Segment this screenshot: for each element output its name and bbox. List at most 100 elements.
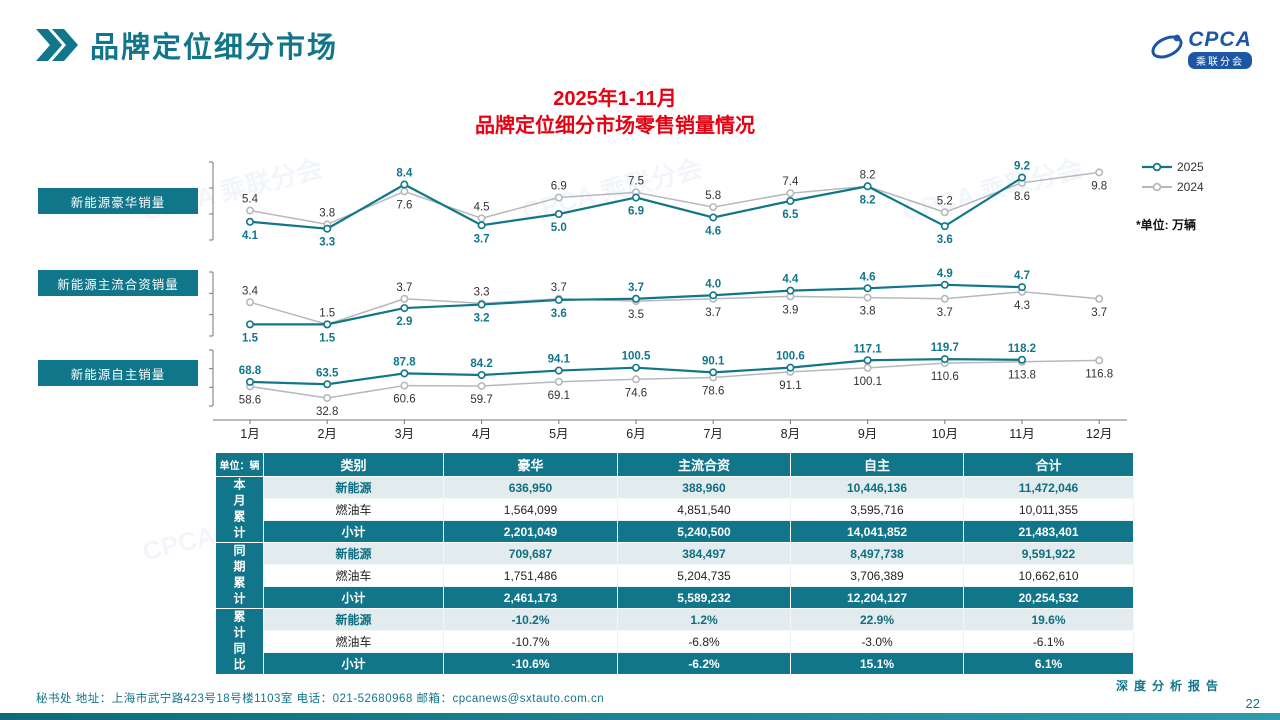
table-cell: 19.6%	[963, 608, 1134, 631]
table-cell: 6.1%	[963, 652, 1134, 675]
data-label: 3.6	[551, 308, 567, 320]
data-label: 74.6	[625, 387, 647, 399]
data-point	[554, 193, 563, 202]
series-line-2024	[249, 359, 1100, 399]
table-cell: 小计	[263, 586, 444, 609]
data-label: 3.7	[937, 307, 953, 319]
data-label: 3.5	[628, 309, 644, 321]
data-point	[709, 203, 718, 212]
row-group-label: 累计同比	[215, 608, 264, 675]
table-cell: 1.2%	[617, 608, 791, 631]
table-row: 小计 -10.6% -6.2% 15.1% 6.1%	[216, 652, 1134, 675]
x-axis-label: 5月	[549, 427, 568, 441]
x-axis-label: 4月	[472, 427, 491, 441]
data-label: 4.1	[242, 230, 259, 242]
legend-item-2024: 2024	[1142, 180, 1204, 194]
data-point	[400, 304, 409, 313]
table-row: 本月累计 新能源 636,950 388,960 10,446,136 11,472,04…	[215, 476, 1134, 543]
data-point	[631, 294, 640, 303]
x-axis-label: 2月	[317, 427, 336, 441]
table-cell: 新能源	[263, 476, 444, 499]
data-label: 68.8	[239, 365, 262, 377]
data-label: 69.1	[548, 390, 570, 402]
legend-item-2025: 2025	[1142, 160, 1204, 174]
table-row: 小计 2,461,173 5,589,232 12,204,127 20,254,532	[216, 586, 1134, 609]
data-point	[863, 363, 872, 372]
data-point	[400, 369, 409, 378]
table-cell: 636,950	[443, 476, 618, 499]
data-point	[554, 366, 563, 375]
x-axis-label: 11月	[1009, 427, 1034, 441]
table-cell: 10,662,610	[963, 564, 1134, 587]
data-point	[863, 356, 872, 365]
table-row: 燃油车 1,751,486 5,204,735 3,706,389 10,662,610	[216, 564, 1134, 587]
table-cell: 14,041,852	[790, 520, 964, 543]
summary-table: 单位：辆 类别 豪华 主流合资 自主 合计 本月累计 新能源 636,950 388,960 10,…	[215, 452, 1134, 675]
data-point	[940, 208, 949, 217]
series-line-2024	[249, 171, 1100, 226]
data-label: 4.4	[782, 274, 799, 286]
data-label: 3.7	[1091, 307, 1107, 319]
data-label: 3.6	[937, 234, 953, 246]
data-label: 9.2	[1014, 161, 1030, 173]
report-label: 深度分析报告	[1115, 679, 1224, 693]
legend-label-2024: 2024	[1177, 180, 1204, 194]
bottom-accent-bar	[0, 713, 1280, 720]
data-point	[400, 294, 409, 303]
x-axis-label: 7月	[703, 427, 722, 441]
table-cell: 20,254,532	[963, 586, 1134, 609]
data-label: 6.5	[782, 209, 799, 221]
data-point	[940, 280, 949, 289]
table-cell: 小计	[263, 652, 444, 675]
data-point	[245, 217, 254, 226]
data-point	[1095, 168, 1104, 177]
data-point	[1095, 356, 1104, 365]
data-label: 4.3	[1014, 300, 1030, 312]
chart-legend: 2025 2024	[1142, 160, 1204, 194]
data-label: 110.6	[931, 371, 959, 383]
data-label: 9.8	[1091, 180, 1107, 192]
table-cell: 22.9%	[790, 608, 964, 631]
data-label: 60.6	[393, 394, 415, 406]
data-point	[400, 180, 409, 189]
slide-header: 品牌定位细分市场	[34, 24, 338, 66]
section-label-joint-venture: 新能源主流合资销量	[38, 270, 198, 296]
x-axis-label: 9月	[858, 427, 877, 441]
x-axis-label: 10月	[932, 427, 958, 441]
data-label: 6.9	[628, 206, 644, 218]
data-point	[477, 214, 486, 223]
page-number: 22	[1245, 696, 1260, 711]
data-point	[709, 291, 718, 300]
table-cell: 15.1%	[790, 652, 964, 675]
table-cell: 1,751,486	[443, 564, 618, 587]
data-point	[400, 187, 409, 196]
data-label: 3.3	[319, 237, 335, 249]
cpca-logo: CPCA 乘联分会	[1150, 29, 1252, 69]
data-point	[323, 320, 332, 329]
table-row: 同期累计 新能源 709,687 384,497 8,497,738 9,591,922	[215, 542, 1134, 609]
table-row: 燃油车 -10.7% -6.8% -3.0% -6.1%	[216, 630, 1134, 653]
x-axis-label: 8月	[781, 427, 800, 441]
data-point	[786, 196, 795, 205]
data-label: 4.0	[705, 278, 721, 290]
double-chevron-icon	[36, 29, 78, 61]
data-label: 3.7	[396, 282, 412, 294]
data-label: 58.6	[239, 394, 261, 406]
data-point	[245, 377, 254, 386]
table-corner-unit: 单位：辆	[215, 452, 264, 477]
chart-title: 2025年1-11月 品牌定位细分市场零售销量情况	[0, 86, 1230, 140]
x-axis-label: 3月	[395, 427, 414, 441]
x-axis-label: 1月	[240, 427, 259, 441]
data-label: 3.3	[474, 286, 490, 298]
table-cell: 新能源	[263, 608, 444, 631]
data-point	[863, 182, 872, 191]
data-label: 3.7	[551, 282, 567, 294]
data-point	[631, 193, 640, 202]
data-label: 7.5	[628, 175, 644, 187]
chart-title-line1: 2025年1-11月	[553, 88, 677, 110]
data-point	[709, 213, 718, 222]
data-point	[631, 375, 640, 384]
data-label: 8.6	[1014, 191, 1030, 203]
data-label: 94.1	[548, 354, 571, 366]
data-label: 117.1	[854, 343, 883, 355]
